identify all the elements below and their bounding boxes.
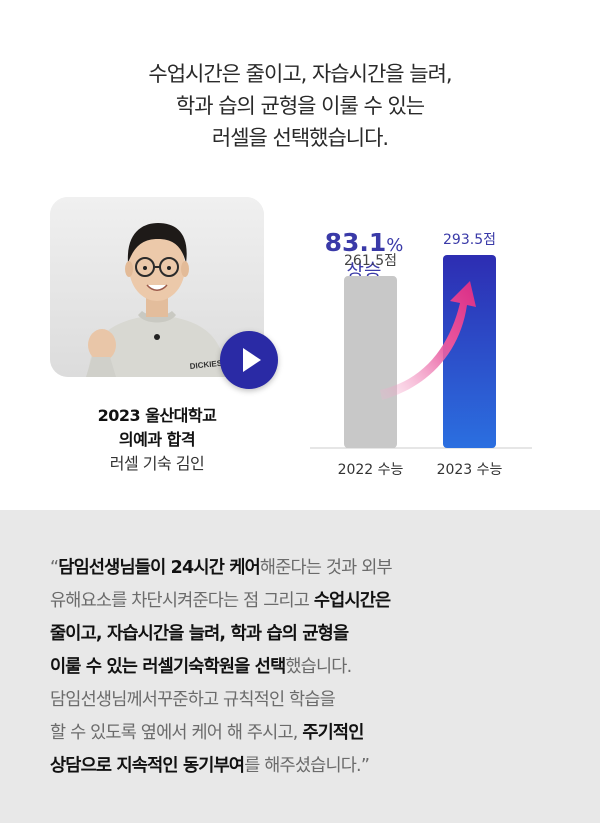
increase-label: 83.1% 상승 xyxy=(325,228,404,282)
headline-line-1: 수업시간은 줄이고, 자습시간을 늘려, xyxy=(148,62,452,86)
quote-emphasis: 수업시간은 xyxy=(313,591,391,611)
quote-line-4: 이룰 수 있는 러셀기숙학원을 선택했습니다. xyxy=(50,651,570,684)
testimonial-quote-section: “담임선생님들이 24시간 케어해준다는 것과 외부 유해요소를 차단시켜준다는 … xyxy=(0,510,600,823)
student-major: 의예과 합격 xyxy=(118,430,196,449)
quote-text: 해준다는 것과 외부 xyxy=(259,558,393,578)
student-school: 2023 울산대학교 xyxy=(97,406,217,425)
quote-line-6: 할 수 있도록 옆에서 케어 해 주시고, 주기적인 xyxy=(50,717,570,750)
bar-value-label-2: 293.5점 xyxy=(443,232,496,248)
student-name: 러셀 기숙 김인 xyxy=(109,454,205,473)
quote-line-7: 상담으로 지속적인 동기부여를 해주셨습니다.” xyxy=(50,750,570,783)
increase-unit: % xyxy=(386,235,403,256)
testimonial-top-section: 수업시간은 줄이고, 자습시간을 늘려, 학과 습의 균형을 이룰 수 있는 러… xyxy=(0,58,600,478)
bar-value-label-1: 261.5점 xyxy=(344,253,397,269)
play-button[interactable] xyxy=(220,331,278,389)
quote-emphasis: 담임선생님들이 24시간 케어 xyxy=(58,558,260,578)
bar-2 xyxy=(443,255,496,448)
play-icon xyxy=(243,348,261,372)
quote-text: 유해요소를 차단시켜준다는 점 그리고 xyxy=(50,591,314,611)
video-thumbnail[interactable]: DICKIES xyxy=(50,197,264,377)
increase-arrow xyxy=(380,281,476,400)
score-chart: 83.1% 상승 261.5점 2022 수능 293.5점 2023 수능 xyxy=(310,228,532,478)
quote-line-2: 유해요소를 차단시켜준다는 점 그리고 수업시간은 xyxy=(50,585,570,618)
quote-text: “ xyxy=(50,558,59,578)
headline-line-2: 학과 습의 균형을 이룰 수 있는 xyxy=(175,94,425,118)
shirt-logo-text: DICKIES xyxy=(189,359,223,371)
category-label-1: 2022 수능 xyxy=(338,462,404,478)
headline-line-3: 러셀을 선택했습니다. xyxy=(211,126,389,150)
quote-line-1: “담임선생님들이 24시간 케어해준다는 것과 외부 xyxy=(50,552,570,585)
headline: 수업시간은 줄이고, 자습시간을 늘려, 학과 습의 균형을 이룰 수 있는 러… xyxy=(0,58,600,154)
category-label-2: 2023 수능 xyxy=(437,462,503,478)
quote-line-5: 담임선생님께서꾸준하고 규칙적인 학습을 xyxy=(50,684,570,717)
quote-text: 했습니다. xyxy=(285,657,352,677)
bar-1 xyxy=(344,276,397,448)
quote-text: 담임선생님께서꾸준하고 규칙적인 학습을 xyxy=(50,690,336,710)
quote-emphasis: 주기적인 xyxy=(302,723,364,743)
quote-emphasis: 상담으로 지속적인 동기부여 xyxy=(50,756,245,776)
student-photo: DICKIES xyxy=(50,197,264,377)
testimonial-quote: “담임선생님들이 24시간 케어해준다는 것과 외부 유해요소를 차단시켜준다는 … xyxy=(50,552,570,783)
quote-text: 를 해주셨습니다.” xyxy=(244,756,370,776)
quote-emphasis: 이룰 수 있는 러셀기숙학원을 선택 xyxy=(50,657,286,677)
quote-line-3: 줄이고, 자습시간을 늘려, 학과 습의 균형을 xyxy=(50,618,570,651)
increase-value: 83.1% xyxy=(325,228,404,257)
quote-text: 할 수 있도록 옆에서 케어 해 주시고, xyxy=(50,723,303,743)
quote-emphasis: 줄이고, 자습시간을 늘려, 학과 습의 균형을 xyxy=(50,624,349,644)
